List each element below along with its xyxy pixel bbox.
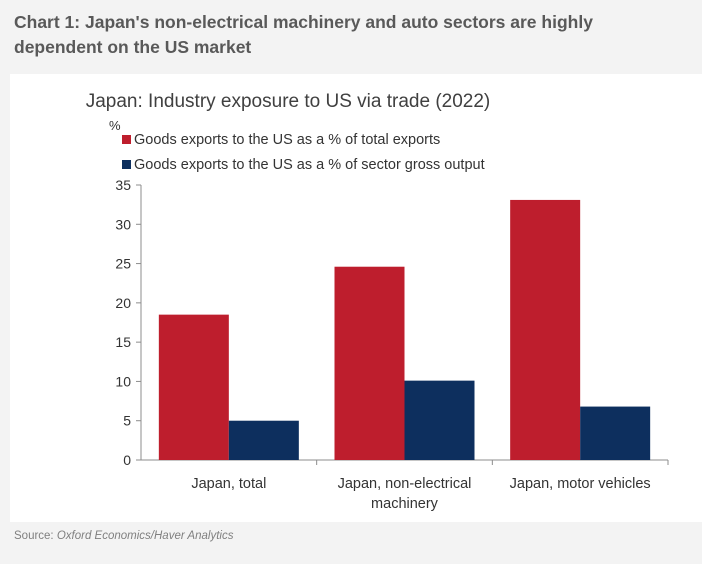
bar-gross-output-2 [404,380,475,460]
legend-swatch-1 [122,135,131,144]
y-tick-label: 30 [115,216,131,232]
x-category-label: Japan, total [191,476,266,492]
source-label: Source: [14,530,54,542]
y-tick-label: 10 [115,373,131,389]
y-tick-label: 25 [115,256,131,272]
legend-label-2: Goods exports to the US as a % of sector… [134,157,485,173]
bar-total-exports-3 [510,199,581,460]
y-axis-label: % [109,118,121,133]
x-category-label: Japan, non-electrical [338,476,472,492]
x-category-label: machinery [371,496,439,512]
legend-swatch-2 [122,160,131,169]
y-tick-label: 15 [115,334,131,350]
bar-total-exports-1 [158,314,229,460]
bar-total-exports-2 [334,266,405,460]
y-tick-label: 0 [123,452,131,468]
plot-panel: Japan: Industry exposure to US via trade… [10,74,702,522]
chart-title: Japan: Industry exposure to US via trade… [86,91,491,112]
source-text: Oxford Economics/Haver Analytics [56,530,234,542]
bar-chart: Japan: Industry exposure to US via trade… [86,91,669,512]
y-tick-label: 35 [115,177,131,193]
y-tick-label: 20 [115,295,131,311]
bar-gross-output-3 [580,406,651,460]
x-category-label: Japan, motor vehicles [510,476,651,492]
headline: Chart 1: Japan's non-electrical machiner… [14,12,593,57]
source-note: Source: Oxford Economics/Haver Analytics [14,530,233,542]
bar-gross-output-1 [228,420,299,460]
legend-label-1: Goods exports to the US as a % of total … [134,132,440,148]
y-tick-label: 5 [123,413,131,429]
